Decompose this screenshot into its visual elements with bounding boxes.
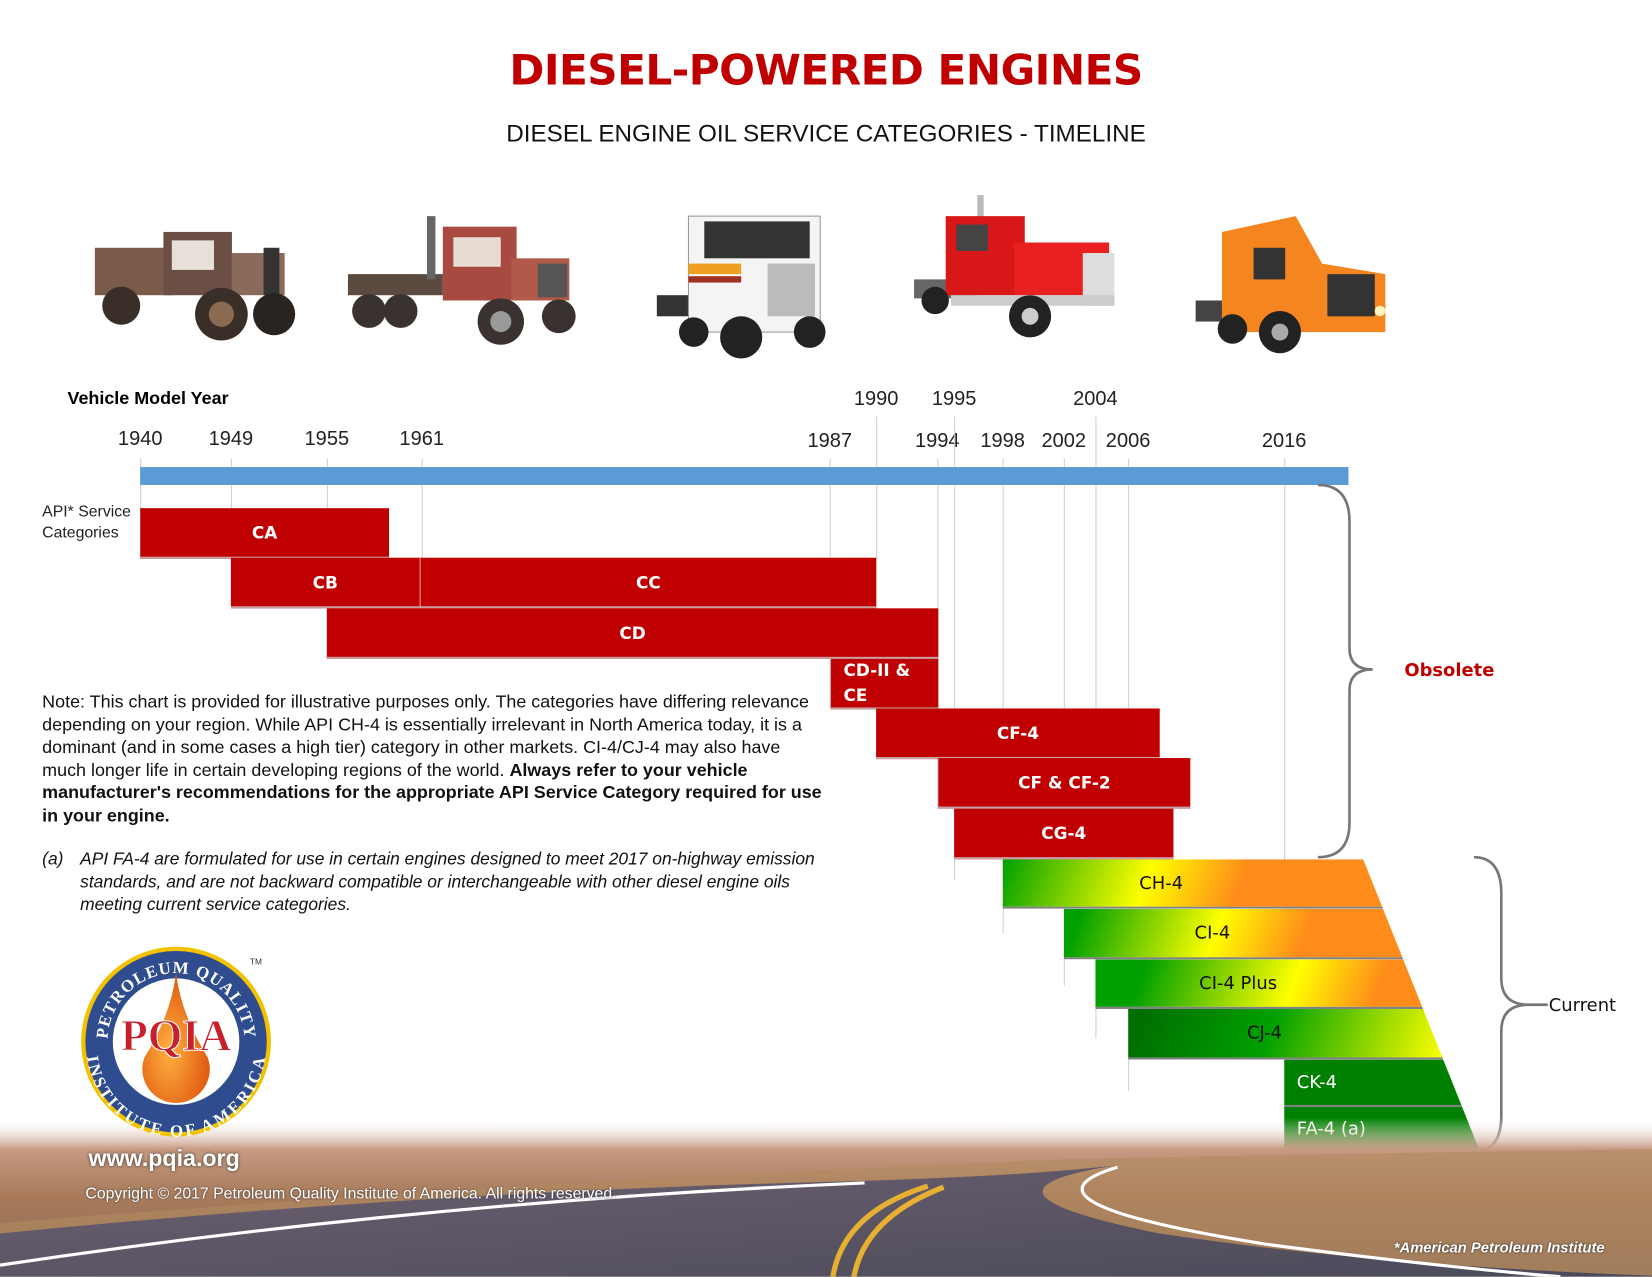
cabover-truck-image	[656, 215, 826, 359]
footnote-tag: (a)	[42, 849, 64, 869]
obsolete-category-bar: CF & CF-2	[938, 758, 1191, 809]
note-emphasis: Always refer to your vehicle manufacture…	[42, 759, 822, 825]
category-label: CI-4	[1194, 922, 1231, 944]
year-tick-label: 2016	[1261, 430, 1307, 453]
current-label: Current	[1548, 995, 1617, 1017]
category-label: CD	[619, 622, 646, 643]
orange-modern-truck-image	[1195, 216, 1386, 354]
obsolete-category-bar: CB	[230, 557, 420, 609]
category-label: CH-4	[1139, 872, 1184, 894]
website-link[interactable]: www.pqia.org	[88, 1144, 240, 1172]
year-tick-label: 1940	[117, 428, 163, 451]
year-tick-label: 1994	[914, 430, 960, 453]
api-service-categories-label: API* Service Categories	[42, 502, 131, 544]
year-gridline	[876, 416, 878, 760]
obsolete-category-bar: CC	[419, 557, 877, 609]
current-brace-icon	[1473, 855, 1548, 1153]
year-tick-label: 1995	[931, 387, 977, 411]
obsolete-category-bar: CG-4	[954, 808, 1174, 860]
year-tick-label: 2004	[1073, 387, 1118, 411]
obsolete-category-bar: CF-4	[876, 708, 1160, 760]
copyright-text: Copyright © 2017 Petroleum Quality Insti…	[85, 1185, 617, 1203]
category-label: CG-4	[1041, 822, 1087, 843]
red-semi-truck-image	[914, 195, 1115, 338]
year-tick-label: 1998	[980, 430, 1025, 453]
year-tick-label: 1987	[807, 430, 853, 453]
note-body: Note: This chart is provided for illustr…	[42, 691, 809, 780]
year-tick-label: 1949	[208, 428, 254, 451]
year-gridline	[1284, 458, 1286, 1160]
road-background-image	[0, 1117, 1652, 1277]
year-gridline	[954, 416, 956, 881]
year-gridline	[421, 458, 423, 558]
page-title: DIESEL-POWERED ENGINES	[509, 46, 1143, 95]
year-tick-label: 1955	[304, 428, 350, 451]
obsolete-label: Obsolete	[1404, 659, 1495, 682]
api-footnote: *American Petroleum Institute	[1393, 1238, 1605, 1256]
year-tick-label: 2006	[1105, 430, 1151, 453]
year-gridline	[1002, 458, 1004, 934]
footnote: (a) API FA-4 are formulated for use in ce…	[42, 849, 822, 917]
year-tick-label: 1990	[853, 387, 899, 411]
category-label: CJ-4	[1247, 1022, 1283, 1044]
category-label: CD-II & CE	[843, 659, 911, 706]
year-tick-label: 2002	[1041, 430, 1087, 453]
current-category-bar: CJ-4	[1128, 1008, 1444, 1060]
vehicle-model-year-label: Vehicle Model Year	[67, 387, 229, 409]
category-label: CI-4 Plus	[1199, 972, 1278, 994]
logo-tm: TM	[250, 957, 262, 967]
current-category-bar: CI-4	[1063, 908, 1404, 960]
pqia-logo: PETROLEUM QUALITY INSTITUTE OF AMERICA P…	[81, 946, 271, 1141]
footnote-text: API FA-4 are formulated for use in certa…	[80, 849, 815, 915]
year-tick-label: 1961	[399, 428, 445, 451]
category-label: CB	[312, 571, 338, 592]
note-text: Note: This chart is provided for illustr…	[42, 691, 822, 827]
vintage-tractor-truck-image	[347, 216, 576, 345]
current-category-bar: CH-4	[1002, 859, 1383, 909]
logo-text: PQIA	[121, 1011, 232, 1060]
label-line: Categories	[42, 523, 119, 542]
page-subtitle: DIESEL ENGINE OIL SERVICE CATEGORIES - T…	[506, 119, 1146, 147]
category-label: CF & CF-2	[1018, 772, 1111, 793]
obsolete-category-bar: CD-II & CE	[830, 658, 939, 710]
current-category-bar: CI-4 Plus	[1095, 959, 1423, 1009]
label-line: API* Service	[42, 502, 131, 521]
category-label: CA	[251, 522, 278, 543]
timeline-bar	[140, 467, 1349, 485]
category-label: CF-4	[996, 722, 1039, 743]
obsolete-category-bar: CD	[326, 608, 939, 659]
category-label: CK-4	[1296, 1071, 1338, 1093]
category-label: CC	[636, 571, 661, 592]
current-category-bar: CK-4	[1284, 1059, 1462, 1108]
obsolete-brace-icon	[1317, 483, 1373, 859]
vintage-dump-truck-image	[94, 231, 296, 341]
obsolete-category-bar: CA	[140, 508, 390, 559]
